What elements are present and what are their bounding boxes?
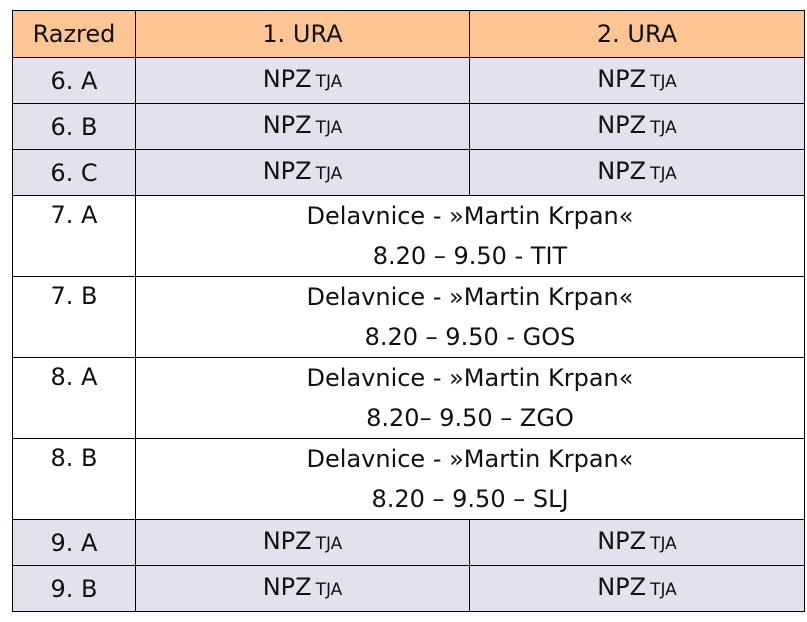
hour-1-cell: NPZ TJA: [135, 519, 470, 566]
class-cell: 6. B: [12, 103, 136, 150]
class-cell: 6. A: [12, 57, 136, 104]
subject-label: NPZ: [597, 157, 647, 185]
workshop-title: »Martin Krpan«: [449, 202, 634, 230]
subject-sub-label: TJA: [315, 118, 343, 138]
workshop-prefix: Delavnice -: [306, 202, 450, 230]
subject-label: NPZ: [597, 527, 647, 555]
subject-sub-label: TJA: [315, 72, 343, 92]
class-cell: 8. A: [12, 357, 136, 439]
hour-1-cell: NPZ TJA: [135, 57, 470, 104]
subject-label: NPZ: [262, 111, 312, 139]
subject-sub-label: TJA: [650, 580, 677, 600]
hour-2-cell: NPZ TJA: [469, 565, 805, 612]
workshop-title-line: Delavnice - »Martin Krpan«: [136, 358, 804, 398]
table-row: 7. B Delavnice - »Martin Krpan« 8.20 – 9…: [12, 276, 805, 358]
table-row: 7. A Delavnice - »Martin Krpan« 8.20 – 9…: [12, 195, 805, 277]
subject-label: NPZ: [262, 573, 312, 601]
workshop-time: 8.20 – 9.50 - GOS: [364, 323, 576, 351]
workshop-title-line: Delavnice - »Martin Krpan«: [136, 277, 804, 317]
subject-label: NPZ: [262, 65, 312, 93]
subject-label: NPZ: [597, 573, 647, 601]
class-cell: 9. B: [12, 565, 136, 612]
subject-sub-label: TJA: [315, 534, 343, 554]
subject-label: NPZ: [262, 527, 312, 555]
workshop-title: »Martin Krpan«: [449, 445, 634, 473]
hour-1-cell: NPZ TJA: [135, 565, 470, 612]
subject-sub-label: TJA: [315, 164, 343, 184]
header-class: Razred: [12, 10, 136, 58]
workshop-title: »Martin Krpan«: [449, 283, 634, 311]
subject-sub-label: TJA: [315, 580, 343, 600]
workshop-prefix: Delavnice -: [306, 364, 450, 392]
table-row: 6. A NPZ TJA NPZ TJA: [12, 57, 805, 104]
header-row: Razred 1. URA 2. URA: [12, 10, 805, 58]
workshop-cell: Delavnice - »Martin Krpan« 8.20 – 9.50 -…: [135, 195, 805, 277]
hour-2-cell: NPZ TJA: [469, 57, 805, 104]
table-row: 6. C NPZ TJA NPZ TJA: [12, 149, 805, 196]
table-row: 8. B Delavnice - »Martin Krpan« 8.20 – 9…: [12, 438, 805, 520]
table-row: 9. A NPZ TJA NPZ TJA: [12, 519, 805, 566]
workshop-cell: Delavnice - »Martin Krpan« 8.20– 9.50 – …: [135, 357, 805, 439]
workshop-time: 8.20– 9.50 – ZGO: [366, 404, 574, 432]
workshop-prefix: Delavnice -: [306, 445, 450, 473]
table-row: 9. B NPZ TJA NPZ TJA: [12, 565, 805, 612]
workshop-time: 8.20 – 9.50 - TIT: [372, 242, 568, 270]
class-cell: 6. C: [12, 149, 136, 196]
hour-1-cell: NPZ TJA: [135, 103, 470, 150]
subject-label: NPZ: [597, 111, 647, 139]
workshop-prefix: Delavnice -: [306, 283, 450, 311]
class-cell: 8. B: [12, 438, 136, 520]
workshop-title: »Martin Krpan«: [449, 364, 634, 392]
class-cell: 7. B: [12, 276, 136, 358]
subject-sub-label: TJA: [650, 72, 677, 92]
hour-1-cell: NPZ TJA: [135, 149, 470, 196]
subject-label: NPZ: [597, 65, 647, 93]
hour-2-cell: NPZ TJA: [469, 519, 805, 566]
subject-sub-label: TJA: [650, 118, 677, 138]
workshop-time: 8.20 – 9.50 – SLJ: [371, 485, 569, 513]
workshop-title-line: Delavnice - »Martin Krpan«: [136, 439, 804, 479]
table-row: 6. B NPZ TJA NPZ TJA: [12, 103, 805, 150]
schedule-table: Razred 1. URA 2. URA 6. A NPZ TJA NPZ TJA …: [12, 10, 805, 612]
workshop-cell: Delavnice - »Martin Krpan« 8.20 – 9.50 -…: [135, 276, 805, 358]
hour-2-cell: NPZ TJA: [469, 103, 805, 150]
workshop-cell: Delavnice - »Martin Krpan« 8.20 – 9.50 –…: [135, 438, 805, 520]
class-cell: 7. A: [12, 195, 136, 277]
class-cell: 9. A: [12, 519, 136, 566]
subject-label: NPZ: [262, 157, 312, 185]
subject-sub-label: TJA: [650, 534, 677, 554]
header-hour-2: 2. URA: [469, 10, 805, 58]
header-hour-1: 1. URA: [135, 10, 470, 58]
workshop-title-line: Delavnice - »Martin Krpan«: [136, 196, 804, 236]
hour-2-cell: NPZ TJA: [469, 149, 805, 196]
table-row: 8. A Delavnice - »Martin Krpan« 8.20– 9.…: [12, 357, 805, 439]
subject-sub-label: TJA: [650, 164, 677, 184]
